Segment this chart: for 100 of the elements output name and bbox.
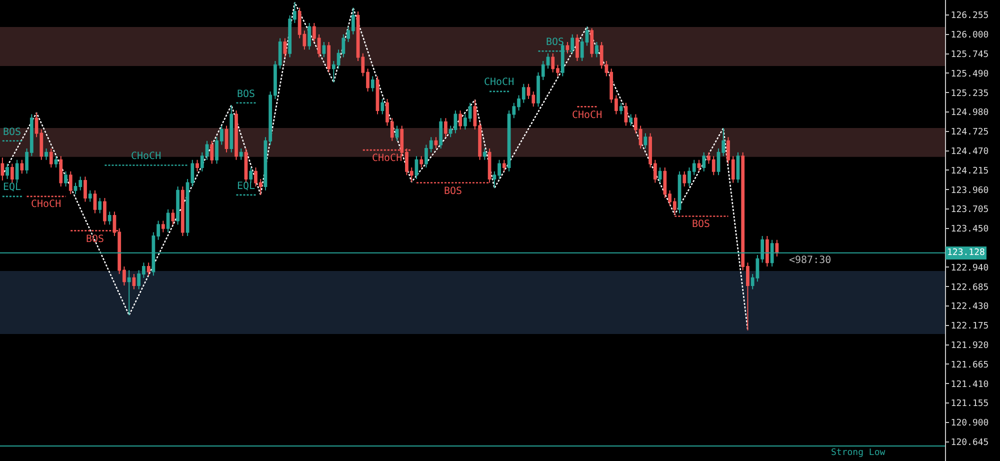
candlestick: [595, 42, 598, 58]
y-tick-label: 120.645: [950, 438, 989, 448]
y-tick-label: 123.705: [950, 205, 989, 216]
candlestick: [624, 102, 628, 126]
y-tick-label: 120.900: [950, 418, 989, 429]
series-label: BOS: [692, 219, 710, 230]
candlestick: [322, 42, 326, 58]
candlestick: [566, 42, 570, 54]
y-tick-label: 122.940: [950, 263, 989, 274]
candlestick: [171, 208, 175, 226]
candlestick: [420, 156, 424, 168]
candlestick: [88, 190, 92, 202]
candlestick: [230, 104, 234, 153]
candlestick: [678, 170, 682, 214]
candlestick: [10, 163, 14, 184]
candlestick: [590, 28, 594, 58]
candlestick: [49, 148, 53, 168]
candlestick: [6, 163, 9, 180]
y-tick-label: 125.490: [950, 69, 989, 80]
ref-line-label: 123.128: [947, 248, 985, 258]
y-tick-label: 123.450: [950, 224, 989, 235]
series-label: CHoCH: [31, 199, 62, 210]
candlestick: [414, 156, 418, 180]
candlestick: [439, 118, 443, 150]
candlestick: [458, 110, 462, 130]
candlestick: [619, 102, 623, 115]
candlestick: [224, 125, 228, 153]
candlestick: [20, 159, 24, 174]
candlestick: [98, 197, 102, 214]
series-label: BOS: [3, 127, 22, 138]
y-tick-label: 124.980: [950, 108, 989, 118]
candlestick: [576, 34, 579, 62]
candlestick: [146, 262, 150, 276]
candlestick: [380, 98, 384, 115]
y-tick-label: 122.175: [950, 322, 989, 332]
candlestick: [658, 167, 662, 184]
candlestick: [502, 159, 506, 172]
y-tick-label: 126.255: [950, 11, 989, 22]
annotation: <987:30: [789, 255, 832, 266]
series-label: CHoCH: [484, 77, 514, 88]
series-label: CHoCH: [131, 151, 162, 162]
series-label: EQL: [237, 181, 256, 192]
candlestick: [644, 132, 648, 150]
y-tick-label: 121.410: [950, 380, 989, 390]
candlestick: [327, 42, 330, 73]
candlestick: [68, 170, 72, 195]
y-tick-label: 124.470: [950, 146, 989, 157]
candlestick: [161, 220, 165, 233]
candlestick: [210, 140, 214, 164]
y-tick-label: 122.430: [950, 302, 989, 312]
candlestick: [132, 274, 136, 290]
candlestick: [15, 159, 19, 184]
candlestick: [54, 156, 58, 168]
candlestick: [127, 270, 131, 316]
y-tick-label: 123.960: [950, 186, 989, 196]
y-tick-label: 126.000: [950, 30, 989, 41]
candlestick: [697, 159, 701, 172]
candlestick: [736, 152, 740, 184]
candlestick: [249, 167, 253, 184]
y-tick-label: 122.685: [950, 282, 989, 293]
candlestick: [166, 208, 170, 233]
ref-line-label: Strong Low: [831, 448, 886, 458]
series-label: CHoCH: [372, 153, 402, 164]
series-label: BOS: [237, 89, 256, 100]
candlestick: [234, 110, 238, 160]
candlestick: [93, 190, 97, 214]
candlestick: [64, 170, 68, 188]
candlestick: [376, 76, 380, 115]
y-tick-label: 121.920: [950, 340, 989, 351]
candlestick: [682, 170, 686, 188]
candlestick: [108, 211, 112, 226]
series-label: BOS: [546, 37, 564, 48]
candlestick: [482, 148, 486, 160]
candlestick: [103, 197, 106, 226]
series-label: EQL: [3, 182, 22, 193]
candlestick: [370, 76, 374, 92]
candlestick: [775, 239, 779, 258]
y-tick-label: 124.215: [950, 166, 989, 176]
series-label: BOS: [86, 234, 104, 245]
candlestick: [766, 236, 769, 267]
y-tick-label: 121.665: [950, 360, 989, 370]
candlestick: [239, 148, 243, 160]
y-tick-label: 121.155: [950, 399, 989, 410]
candlestick: [0, 157, 4, 181]
candlestick: [196, 159, 199, 172]
candlestick: [434, 136, 438, 150]
series-label: CHoCH: [572, 110, 602, 121]
candlestick: [180, 186, 184, 237]
candlestick: [59, 156, 63, 188]
candlestick: [176, 186, 180, 226]
candlestick: [702, 152, 706, 172]
candlestick: [84, 176, 87, 202]
candlestick: [444, 118, 448, 138]
y-tick-label: 125.745: [950, 50, 989, 60]
series-label: BOS: [444, 186, 462, 197]
candlestick: [395, 125, 399, 142]
candlestick: [308, 22, 312, 50]
candlestick: [44, 148, 48, 160]
candlestick: [283, 38, 287, 58]
candlestick: [244, 148, 248, 184]
